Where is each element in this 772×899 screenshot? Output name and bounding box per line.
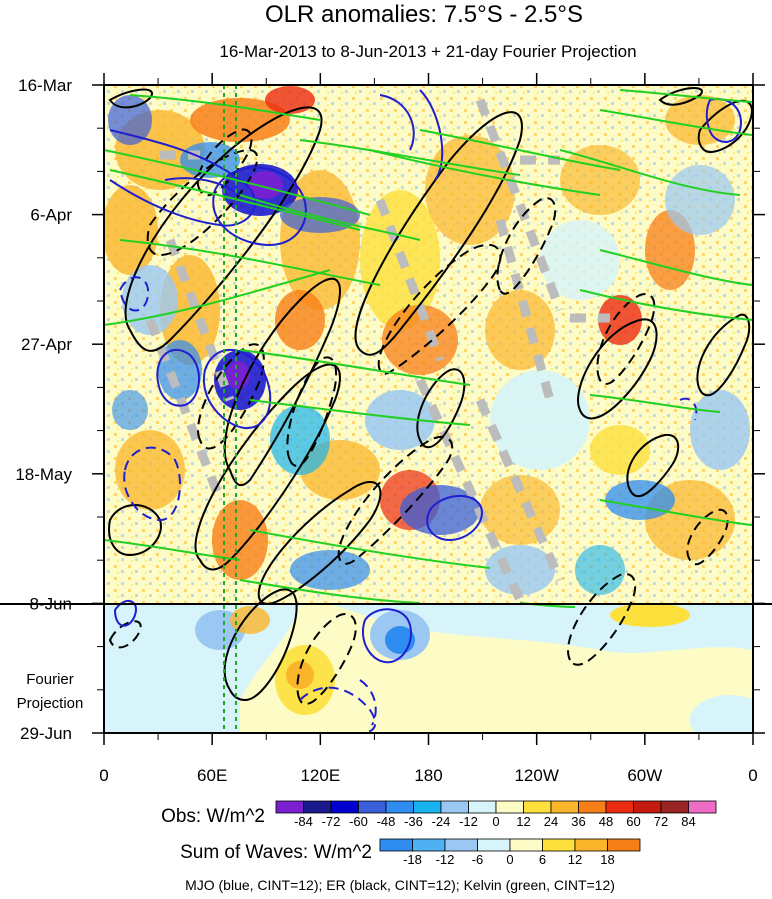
- chart-title: OLR anomalies: 7.5°S - 2.5°S: [265, 1, 583, 28]
- colorbar-level-label: -18: [403, 852, 422, 867]
- colorbar-swatch: [330, 800, 359, 814]
- waves-colorbar-label: Sum of Waves: W/m^2: [180, 842, 372, 863]
- projection-label: Projection: [17, 695, 84, 712]
- colorbar-swatch: [509, 838, 543, 852]
- x-tick-label: 0: [99, 766, 108, 785]
- colorbar-swatch: [440, 800, 469, 814]
- mjo-contours: [109, 89, 742, 664]
- footer-note: MJO (blue, CINT=12); ER (black, CINT=12)…: [185, 877, 615, 893]
- chart-subtitle: 16-Mar-2013 to 8-Jun-2013 + 21-day Fouri…: [219, 42, 636, 61]
- colorbar-swatch: [412, 838, 446, 852]
- colorbar-level-label: 60: [626, 814, 640, 829]
- colorbar-level-label: 18: [600, 852, 614, 867]
- colorbar-swatch: [605, 800, 634, 814]
- y-axis: 16-Mar 6-Apr 27-Apr 18-May 8-Jun 29-Jun: [15, 76, 765, 743]
- colorbar-swatch: [303, 800, 332, 814]
- x-tick-label: 60E: [197, 766, 227, 785]
- colorbar-swatch: [550, 800, 579, 814]
- colorbar-level-label: 12: [568, 852, 582, 867]
- colorbar-level-label: 36: [571, 814, 585, 829]
- colorbar-swatch: [633, 800, 662, 814]
- fourier-projection-field: [104, 603, 753, 733]
- y-tick-label: 8-Jun: [29, 594, 72, 613]
- fourier-label: Fourier: [26, 671, 74, 688]
- colorbar-swatch: [468, 800, 497, 814]
- colorbar-swatch: [477, 838, 511, 852]
- y-tick-label: 16-Mar: [18, 76, 72, 95]
- colorbar-level-label: -12: [459, 814, 478, 829]
- colorbar-level-label: 0: [492, 814, 499, 829]
- colorbar-swatch: [385, 800, 414, 814]
- colorbar-level-label: -6: [472, 852, 484, 867]
- colorbar-swatch: [688, 800, 717, 814]
- colorbar-level-label: 24: [544, 814, 558, 829]
- colorbar-level-label: 48: [599, 814, 613, 829]
- waves-colorbar: -18 -12 -6 0 6 12 18: [379, 838, 641, 867]
- er-contours: [108, 87, 753, 702]
- colorbar-level-label: 72: [654, 814, 668, 829]
- colorbar-swatch: [523, 800, 552, 814]
- x-tick-label: 60W: [627, 766, 662, 785]
- x-tick-label: 180: [414, 766, 442, 785]
- colorbar-level-label: -84: [294, 814, 313, 829]
- colorbar-level-label: -60: [349, 814, 368, 829]
- x-tick-label: 120W: [514, 766, 558, 785]
- colorbar-swatch: [444, 838, 478, 852]
- colorbar-level-label: -36: [404, 814, 423, 829]
- colorbar-level-label: 12: [516, 814, 530, 829]
- x-axis: 0 60E 120E 180 120W 60W 0: [99, 73, 758, 785]
- colorbar-swatch: [413, 800, 442, 814]
- x-tick-label: 0: [748, 766, 757, 785]
- colorbar-swatch: [379, 838, 413, 852]
- kelvin-contours: [104, 89, 753, 608]
- x-tick-label: 120E: [300, 766, 340, 785]
- obs-colorbar-label: Obs: W/m^2: [161, 806, 265, 827]
- y-tick-label: 18-May: [15, 465, 72, 484]
- colorbar-level-label: 0: [506, 852, 513, 867]
- colorbar-swatch: [660, 800, 689, 814]
- colorbar-level-label: 6: [539, 852, 546, 867]
- y-tick-label: 27-Apr: [21, 335, 72, 354]
- y-tick-label: 6-Apr: [30, 206, 72, 225]
- colorbar-level-label: -12: [436, 852, 455, 867]
- colorbar-level-label: -48: [377, 814, 396, 829]
- colorbar-level-label: 84: [681, 814, 695, 829]
- obs-colorbar: -84 -72 -60 -48 -36 -24 -12 0 12 24 36 48 60 72 84: [275, 800, 717, 829]
- colorbar-swatch: [495, 800, 524, 814]
- colorbar-swatch: [358, 800, 387, 814]
- colorbar-swatch: [574, 838, 608, 852]
- colorbar-swatch: [607, 838, 641, 852]
- y-tick-label: 29-Jun: [20, 724, 72, 743]
- colorbar-swatch: [542, 838, 576, 852]
- colorbar-swatch: [275, 800, 304, 814]
- colorbar-level-label: -72: [322, 814, 341, 829]
- colorbar-level-label: -24: [432, 814, 451, 829]
- plot-area: [104, 85, 753, 733]
- kelvin-projection-lines: [223, 85, 237, 733]
- colorbar-swatch: [578, 800, 607, 814]
- mjo-contours-negative: [118, 276, 698, 733]
